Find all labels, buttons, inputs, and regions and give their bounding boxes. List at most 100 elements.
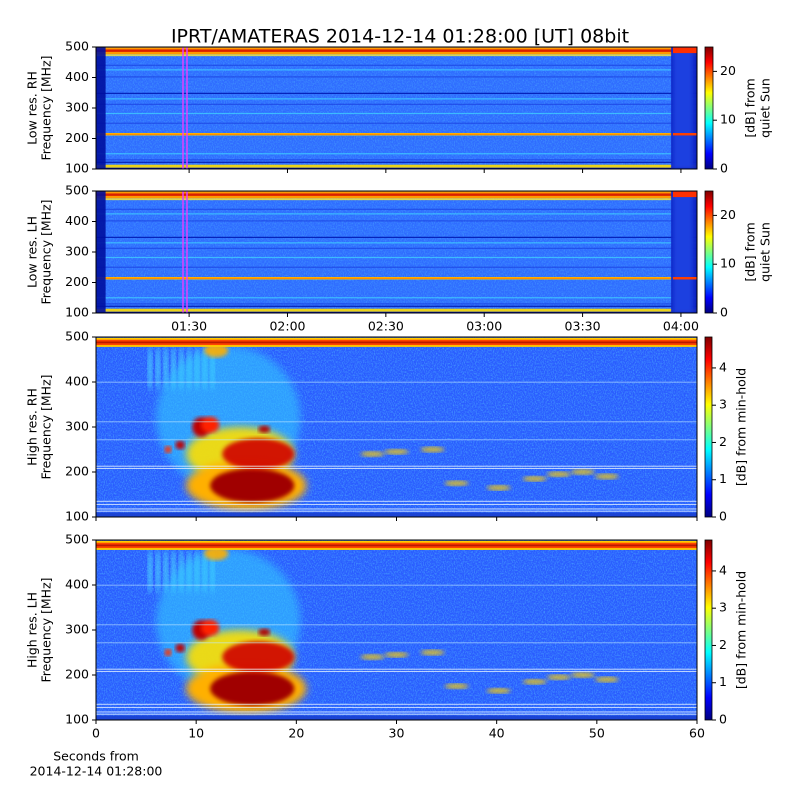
band (96, 305, 697, 307)
band (96, 159, 697, 161)
band (672, 47, 697, 54)
band (96, 193, 697, 196)
y-tick-label: 100 (65, 161, 89, 176)
texture (96, 47, 697, 169)
band (96, 510, 697, 512)
band (96, 624, 697, 626)
band (96, 112, 697, 115)
y-tick-label: 100 (65, 305, 89, 320)
burst (155, 549, 161, 594)
colorbar-tick-label: 1 (719, 471, 727, 486)
band (96, 341, 697, 344)
band (96, 220, 697, 222)
burst (444, 480, 469, 486)
burst (175, 643, 185, 653)
band (96, 242, 697, 244)
band (96, 311, 697, 313)
y-tick-label: 500 (65, 183, 89, 198)
x-tick-label: 01:30 (171, 319, 207, 334)
burst (222, 641, 295, 673)
burst (546, 674, 571, 680)
band (96, 98, 697, 100)
burst (360, 654, 385, 660)
band (96, 297, 697, 299)
band (96, 64, 697, 66)
colorbar-tick-label: 20 (720, 207, 736, 222)
burst (594, 676, 619, 683)
burst (444, 683, 469, 689)
band (672, 133, 697, 136)
y-tick-label: 200 (65, 464, 89, 479)
burst (175, 440, 185, 450)
burst (384, 449, 409, 455)
colorbar (704, 336, 713, 518)
band (96, 303, 697, 305)
colorbar-label: quiet Sun (758, 222, 773, 282)
colorbar-tick-label: 20 (720, 63, 736, 78)
burst (570, 672, 595, 678)
colorbar-tick-label: 2 (719, 434, 727, 449)
y-tick-label: 300 (65, 419, 89, 434)
band (96, 47, 106, 169)
band (96, 465, 697, 467)
burst (155, 346, 161, 391)
colorbar-label: quiet Sun (758, 78, 773, 138)
y-tick-label: 100 (65, 712, 89, 727)
y-tick-label: 400 (65, 213, 89, 228)
band (96, 503, 697, 505)
burst (147, 346, 153, 391)
x-tick-label: 03:30 (565, 319, 601, 334)
spectrogram (96, 337, 697, 517)
colorbar-tick-label: 0 (720, 305, 728, 320)
y-axis-label: Low res. RH (25, 71, 40, 145)
band (96, 167, 697, 169)
band (96, 49, 697, 52)
y-axis-label: High res. RH (25, 388, 40, 466)
band (96, 584, 697, 586)
burst (222, 438, 295, 470)
band (96, 642, 697, 644)
band (96, 713, 697, 715)
burst (204, 343, 229, 358)
y-tick-label: 500 (65, 532, 89, 547)
band (96, 706, 697, 708)
band (96, 133, 697, 135)
x-tick-label: 60 (689, 726, 705, 741)
colorbar-label: [dB] from (743, 78, 758, 137)
colorbar-tick-label: 4 (719, 562, 727, 577)
burst (164, 445, 172, 454)
spectrogram (96, 540, 697, 720)
y-tick-label: 200 (65, 130, 89, 145)
y-tick-label: 300 (65, 622, 89, 637)
colorbar-tick-label: 1 (719, 674, 727, 689)
colorbar (704, 539, 713, 721)
y-axis-label: Low res. LH (25, 216, 40, 288)
band (96, 213, 697, 215)
burst (360, 451, 385, 457)
band (96, 247, 697, 249)
x-tick-label: 50 (589, 726, 605, 741)
y-axis-label: Frequency [MHz] (39, 577, 54, 682)
band (96, 439, 697, 441)
y-tick-label: 500 (65, 39, 89, 54)
x-axis-label: 2014-12-14 01:28:00 (30, 764, 163, 779)
band (96, 161, 697, 163)
x-tick-label: 20 (288, 726, 304, 741)
colorbar-tick-label: 10 (720, 256, 736, 271)
band (96, 308, 697, 312)
band (672, 47, 693, 169)
x-tick-label: 10 (188, 726, 204, 741)
y-tick-label: 100 (65, 509, 89, 524)
burst (164, 648, 172, 657)
band (672, 191, 693, 313)
band (96, 715, 697, 720)
band (96, 76, 697, 78)
burst (384, 652, 409, 658)
y-tick-label: 300 (65, 244, 89, 259)
band (96, 92, 697, 94)
burst (163, 346, 169, 391)
colorbar-tick-label: 4 (719, 359, 727, 374)
burst (486, 485, 511, 491)
band (672, 191, 697, 198)
band (96, 164, 697, 168)
